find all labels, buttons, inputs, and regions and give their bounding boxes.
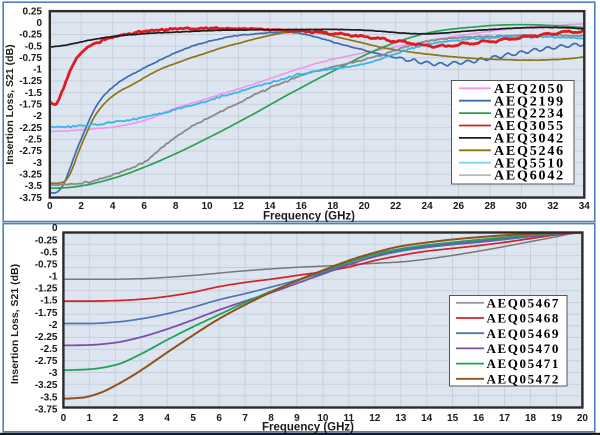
svg-text:-3.75: -3.75	[35, 404, 58, 415]
svg-text:AEQ3055: AEQ3055	[494, 119, 565, 134]
svg-text:-2: -2	[49, 320, 58, 331]
svg-text:-1.25: -1.25	[19, 76, 42, 87]
svg-text:24: 24	[422, 201, 434, 212]
svg-text:AEQ05470: AEQ05470	[487, 341, 560, 356]
svg-text:13: 13	[395, 413, 407, 424]
svg-text:30: 30	[516, 201, 528, 212]
svg-text:-2.75: -2.75	[19, 146, 42, 157]
svg-text:-1.75: -1.75	[19, 100, 42, 111]
svg-text:-3: -3	[49, 368, 58, 379]
svg-text:32: 32	[547, 201, 559, 212]
svg-text:-0.75: -0.75	[35, 259, 58, 270]
svg-text:-2: -2	[33, 111, 42, 122]
svg-text:6: 6	[141, 201, 147, 212]
svg-text:-1.25: -1.25	[35, 284, 58, 295]
svg-text:-2.75: -2.75	[35, 356, 58, 367]
svg-text:12: 12	[233, 201, 245, 212]
svg-text:15: 15	[447, 413, 459, 424]
svg-text:1: 1	[87, 413, 93, 424]
svg-text:Insertion Loss, S21 (dB): Insertion Loss, S21 (dB)	[4, 44, 16, 164]
svg-text:AEQ3042: AEQ3042	[494, 132, 565, 147]
svg-text:14: 14	[264, 201, 276, 212]
svg-text:20: 20	[577, 413, 589, 424]
svg-text:AEQ2234: AEQ2234	[494, 107, 565, 122]
svg-text:3: 3	[138, 413, 144, 424]
svg-text:-2.5: -2.5	[40, 344, 58, 355]
svg-text:0: 0	[52, 223, 58, 234]
svg-text:-1: -1	[33, 65, 42, 76]
svg-text:-3: -3	[33, 158, 42, 169]
svg-text:-3.25: -3.25	[19, 170, 42, 181]
svg-text:AEQ2199: AEQ2199	[494, 94, 565, 109]
svg-text:0: 0	[47, 201, 53, 212]
svg-text:17: 17	[499, 413, 511, 424]
svg-text:-0.75: -0.75	[19, 53, 42, 64]
svg-text:19: 19	[551, 413, 563, 424]
svg-text:-1.75: -1.75	[35, 308, 58, 319]
svg-text:Frequency (GHz): Frequency (GHz)	[263, 211, 355, 223]
svg-text:5: 5	[190, 413, 196, 424]
svg-text:0: 0	[61, 413, 67, 424]
svg-text:0: 0	[36, 18, 42, 29]
svg-text:-0.25: -0.25	[19, 30, 42, 41]
svg-text:AEQ05467: AEQ05467	[487, 295, 560, 310]
svg-text:AEQ2050: AEQ2050	[494, 82, 565, 97]
svg-text:0.25: 0.25	[23, 6, 43, 17]
svg-text:AEQ6042: AEQ6042	[494, 169, 565, 184]
svg-text:2: 2	[113, 413, 119, 424]
svg-text:-1.5: -1.5	[40, 296, 58, 307]
svg-text:16: 16	[296, 201, 308, 212]
svg-text:-2.5: -2.5	[25, 135, 43, 146]
svg-text:26: 26	[453, 201, 465, 212]
svg-text:-0.25: -0.25	[35, 235, 58, 246]
svg-text:-0.5: -0.5	[25, 41, 43, 52]
svg-text:18: 18	[327, 201, 339, 212]
svg-text:4: 4	[164, 413, 170, 424]
svg-text:9: 9	[294, 413, 300, 424]
svg-text:-3.75: -3.75	[19, 193, 42, 204]
svg-text:-2.25: -2.25	[19, 123, 42, 134]
svg-text:12: 12	[369, 413, 381, 424]
svg-text:2: 2	[78, 201, 84, 212]
svg-text:AEQ05469: AEQ05469	[487, 326, 560, 341]
svg-text:14: 14	[421, 413, 433, 424]
svg-text:Insertion Loss, S21 (dB): Insertion Loss, S21 (dB)	[9, 264, 21, 384]
svg-text:28: 28	[484, 201, 496, 212]
svg-text:-3.25: -3.25	[35, 380, 58, 391]
svg-text:34: 34	[579, 201, 591, 212]
svg-text:-0.5: -0.5	[40, 247, 58, 258]
svg-text:AEQ05472: AEQ05472	[487, 371, 560, 386]
svg-text:-1.5: -1.5	[25, 88, 43, 99]
svg-text:-3.5: -3.5	[40, 392, 58, 403]
svg-text:10: 10	[317, 413, 329, 424]
svg-text:4: 4	[110, 201, 116, 212]
svg-text:20: 20	[359, 201, 371, 212]
svg-text:16: 16	[473, 413, 485, 424]
svg-text:-3.5: -3.5	[25, 181, 43, 192]
svg-text:11: 11	[344, 413, 355, 424]
svg-text:18: 18	[525, 413, 537, 424]
svg-text:Frequency (GHz): Frequency (GHz)	[262, 422, 354, 434]
svg-text:6: 6	[216, 413, 222, 424]
svg-text:-2.25: -2.25	[35, 332, 58, 343]
svg-text:10: 10	[201, 201, 213, 212]
svg-text:AEQ5510: AEQ5510	[494, 156, 565, 171]
svg-text:8: 8	[268, 413, 274, 424]
svg-text:AEQ05471: AEQ05471	[487, 356, 560, 371]
svg-text:AEQ05468: AEQ05468	[487, 311, 560, 326]
svg-text:22: 22	[390, 201, 402, 212]
svg-text:7: 7	[242, 413, 248, 424]
svg-text:-1: -1	[49, 272, 58, 283]
svg-text:8: 8	[173, 201, 179, 212]
svg-text:AEQ5246: AEQ5246	[494, 144, 565, 159]
